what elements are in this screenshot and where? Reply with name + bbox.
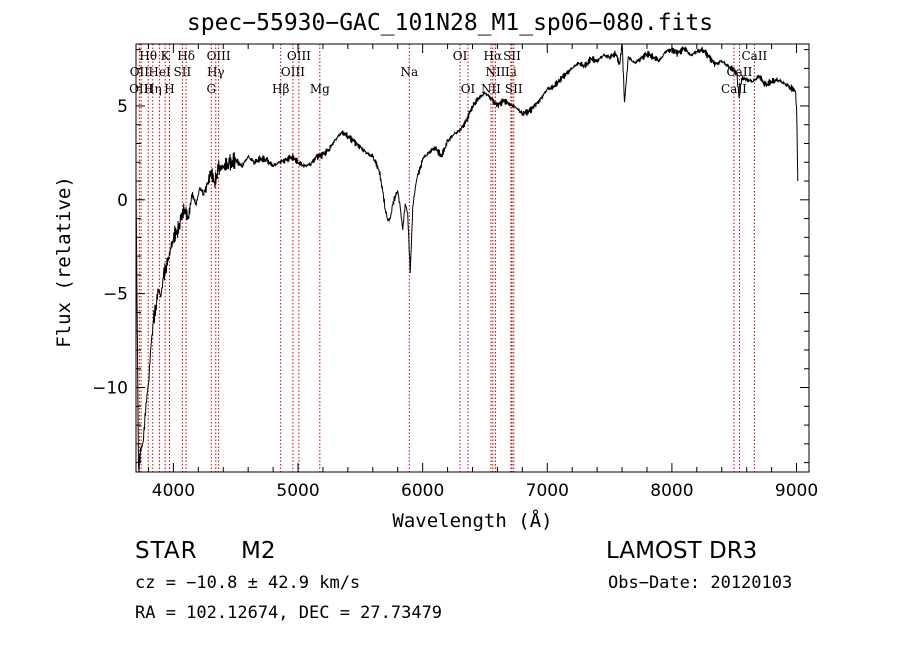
marker-label: Hθ xyxy=(139,49,157,63)
y-tick-label: 5 xyxy=(117,97,128,117)
marker-label: K xyxy=(161,49,171,63)
marker-label: OI xyxy=(453,49,468,63)
coordinates: RA = 102.12674, DEC = 27.73479 xyxy=(135,603,443,623)
ticks-layer: 4000 5000 6000 7000 8000 9000 −10 −5 0 5 xyxy=(92,44,818,501)
x-tick-label: 8000 xyxy=(650,481,693,501)
x-tick-label: 5000 xyxy=(276,481,319,501)
marker-labels-layer: Hθ OII OIII K Hη HeI H Hδ SII OIII Hγ G OIII OIII Hβ Mg… xyxy=(129,49,767,96)
marker-label: CaII xyxy=(721,82,747,96)
object-subclass: M2 xyxy=(241,538,276,564)
marker-label: CaII xyxy=(741,49,767,63)
survey-name: LAMOST DR3 xyxy=(606,538,758,564)
marker-label: SII xyxy=(503,49,521,63)
x-tick-label: 4000 xyxy=(152,481,195,501)
marker-label: SII xyxy=(505,82,523,96)
y-tick-label: −10 xyxy=(92,379,128,399)
marker-label: Li xyxy=(505,65,517,79)
marker-label: Mg xyxy=(310,82,330,96)
marker-label: NII xyxy=(485,65,505,79)
marker-label: Hη xyxy=(144,82,162,96)
x-tick-label: 6000 xyxy=(401,481,444,501)
marker-label: H xyxy=(164,82,174,96)
marker-label: G xyxy=(206,82,216,96)
marker-label: Na xyxy=(400,65,418,79)
marker-label: Hδ xyxy=(177,49,195,63)
marker-label: NII xyxy=(481,82,501,96)
marker-label: SII xyxy=(174,65,192,79)
marker-label: OIII xyxy=(207,49,231,63)
marker-label: OII xyxy=(130,65,150,79)
marker-label: Hα xyxy=(484,49,503,63)
marker-label: HeI xyxy=(148,65,171,79)
spectrum-line xyxy=(135,43,799,473)
marker-label: OIII xyxy=(287,49,311,63)
spectrum-layer xyxy=(135,43,799,473)
marker-label: OIII xyxy=(129,82,153,96)
x-axis-label: Wavelength (Å) xyxy=(392,510,553,532)
object-class: STAR xyxy=(135,538,198,564)
redshift-velocity: cz = −10.8 ± 42.9 km/s xyxy=(135,573,361,593)
x-tick-label: 7000 xyxy=(526,481,569,501)
observation-date: Obs−Date: 20120103 xyxy=(608,573,793,593)
marker-label: OIII xyxy=(281,65,305,79)
marker-label: OI xyxy=(461,82,476,96)
chart-title: spec−55930−GAC_101N28_M1_sp06−080.fits xyxy=(186,10,714,36)
y-axis-label: Flux (relative) xyxy=(53,176,75,348)
y-tick-label: −5 xyxy=(103,285,128,305)
marker-label: CaII xyxy=(727,65,753,79)
y-tick-label: 0 xyxy=(117,191,128,211)
marker-label: Hγ xyxy=(207,65,225,79)
x-tick-label: 9000 xyxy=(775,481,818,501)
marker-lines-layer xyxy=(138,44,755,472)
marker-label: Hβ xyxy=(272,82,289,96)
